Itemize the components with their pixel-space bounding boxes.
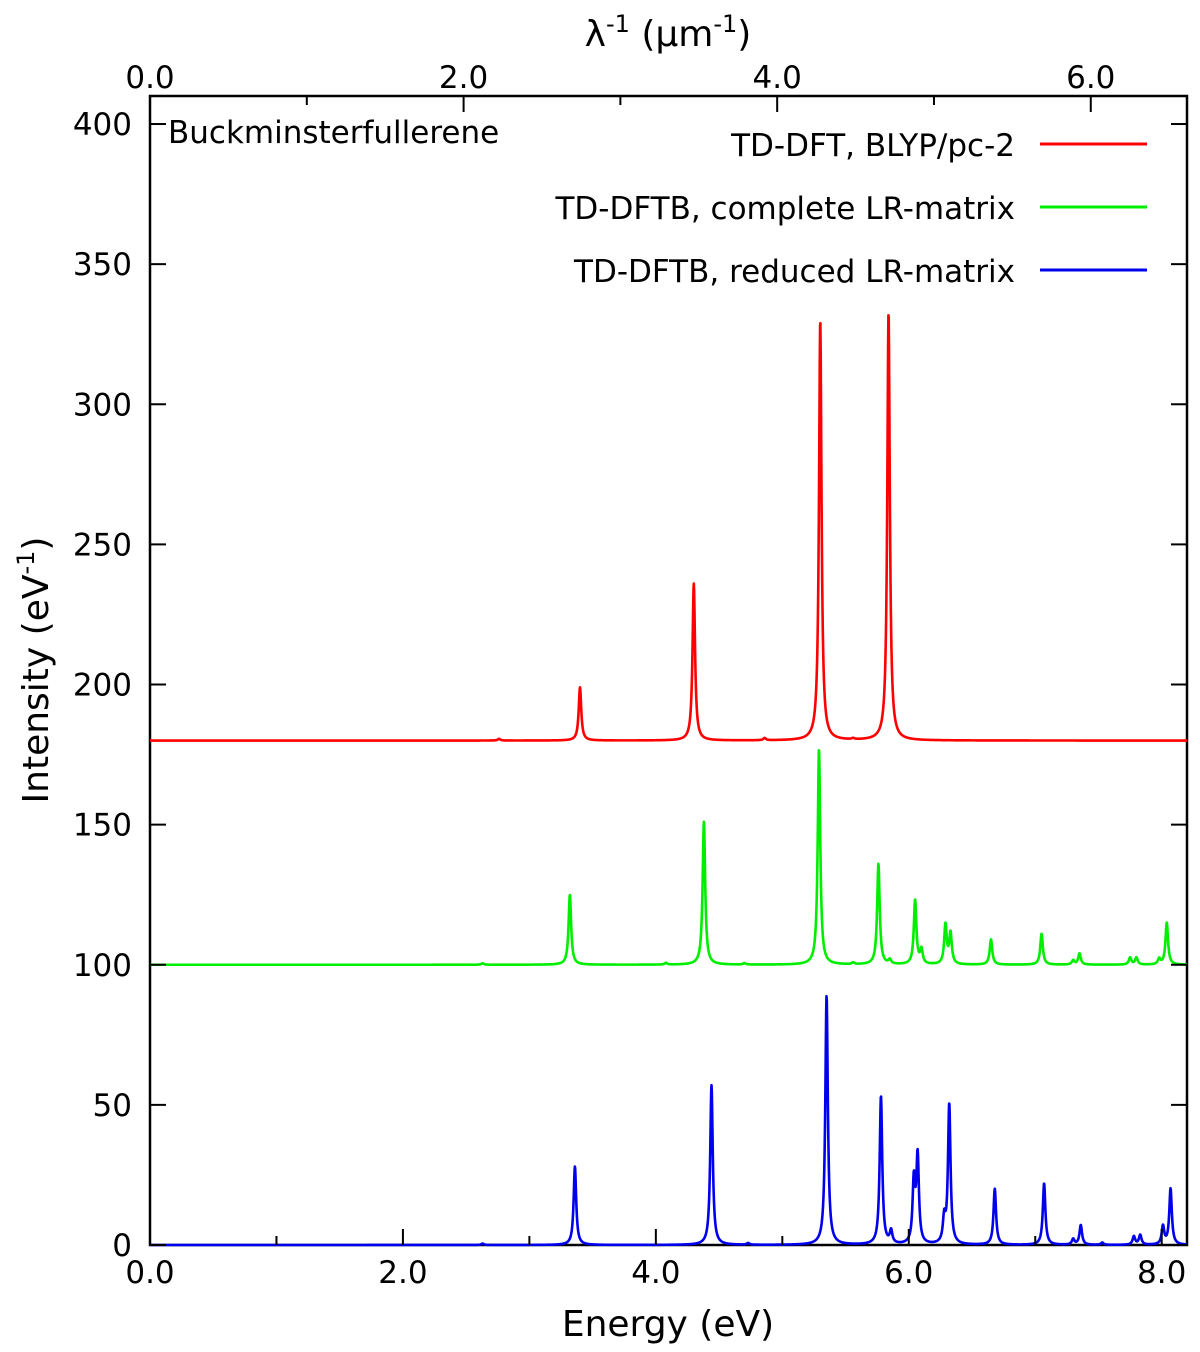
y-tick-label: 150 xyxy=(73,808,132,844)
series-line-0 xyxy=(149,313,1188,742)
x-tick-label: 2.0 xyxy=(378,1255,427,1291)
y-tick-label: 100 xyxy=(73,948,132,984)
legend: TD-DFT, BLYP/pc-2 TD-DFTB, complete LR-m… xyxy=(554,128,1147,290)
axis-layer: 0.0 2.0 4.0 6.0 8.0 0.0 2.0 4.0 6.0 0 50 100 150 200 2… xyxy=(73,60,1187,1291)
x2-tick-label: 0.0 xyxy=(125,60,174,96)
y-axis-label: Intensity (eV-1) xyxy=(12,537,57,804)
x-axis-label: Energy (eV) xyxy=(562,1304,774,1345)
x-tick-label: 0.0 xyxy=(125,1255,174,1291)
y-tick-label: 300 xyxy=(73,387,132,423)
x2-tick-label: 4.0 xyxy=(753,60,802,96)
x2-axis-label: λ-1 (µm-1) xyxy=(585,10,752,55)
y-tick-label: 200 xyxy=(73,668,132,704)
legend-label-td-dftb-reduced: TD-DFTB, reduced LR-matrix xyxy=(573,254,1015,290)
y-tick-label: 0 xyxy=(112,1228,132,1264)
x-tick-label: 4.0 xyxy=(631,1255,680,1291)
x2-tick-label: 2.0 xyxy=(439,60,488,96)
legend-label-td-dft: TD-DFT, BLYP/pc-2 xyxy=(730,128,1015,164)
series-line-1 xyxy=(149,749,1188,967)
series-layer xyxy=(149,313,1188,1247)
x-tick-label: 6.0 xyxy=(884,1255,933,1291)
y-tick-label: 400 xyxy=(73,107,132,143)
annotation: Buckminsterfullerene xyxy=(168,115,499,151)
x-tick-label: 8.0 xyxy=(1137,1255,1186,1291)
series-line-2 xyxy=(149,994,1188,1247)
legend-label-td-dftb-complete: TD-DFTB, complete LR-matrix xyxy=(554,191,1015,227)
y-tick-label: 350 xyxy=(73,247,132,283)
y-tick-label: 250 xyxy=(73,527,132,563)
y-tick-label: 50 xyxy=(93,1088,132,1124)
x2-tick-label: 6.0 xyxy=(1066,60,1115,96)
